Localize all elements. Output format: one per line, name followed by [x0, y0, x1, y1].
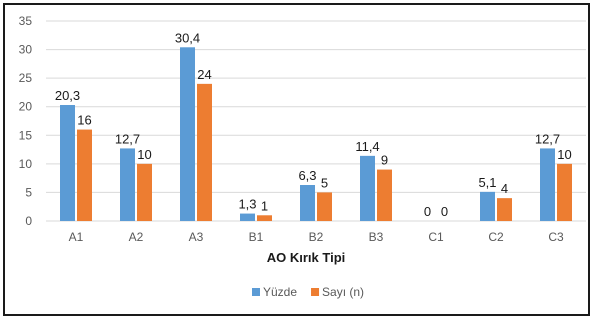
x-tick-label: A2 — [129, 230, 144, 244]
bar-sayi — [197, 83, 212, 221]
y-tick-label: 20 — [19, 100, 33, 114]
bar-sayi — [317, 192, 332, 221]
bar-sayi — [557, 163, 572, 221]
data-label: 1 — [261, 198, 268, 213]
data-label: 9 — [381, 153, 388, 168]
x-tick-label: A3 — [189, 230, 204, 244]
y-tick-label: 0 — [25, 214, 32, 228]
data-label: 24 — [197, 67, 211, 82]
x-tick-label: B3 — [369, 230, 384, 244]
y-tick-label: 30 — [19, 43, 33, 57]
data-label: 0 — [441, 204, 448, 219]
x-axis-title: AO Kırık Tipi — [267, 250, 346, 265]
data-label: 11,4 — [355, 139, 379, 154]
data-label: 12,7 — [535, 131, 560, 146]
y-tick-label: 5 — [25, 185, 32, 199]
bar-sayi — [77, 129, 92, 221]
bar-yuzde — [60, 105, 75, 221]
legend-swatch — [252, 288, 260, 296]
data-label: 30,4 — [175, 30, 200, 45]
data-label: 5,1 — [478, 175, 496, 190]
y-tick-label: 15 — [19, 128, 33, 142]
y-tick-label: 10 — [19, 157, 33, 171]
x-tick-label: B2 — [309, 230, 324, 244]
bar-yuzde — [540, 148, 555, 221]
data-label: 10 — [557, 147, 571, 162]
bar-sayi — [257, 215, 272, 221]
data-label: 6,3 — [298, 168, 316, 183]
bar-sayi — [137, 163, 152, 221]
legend-label: Sayı (n) — [322, 285, 364, 299]
bar-yuzde — [180, 47, 195, 222]
data-label: 10 — [137, 147, 151, 162]
data-label: 0 — [424, 204, 431, 219]
x-tick-label: C3 — [548, 230, 564, 244]
bar-yuzde — [360, 155, 375, 221]
bar-sayi — [377, 169, 392, 221]
data-label: 4 — [501, 181, 508, 196]
bar-yuzde — [480, 191, 495, 221]
bar-yuzde — [300, 185, 315, 221]
x-tick-label: B1 — [249, 230, 264, 244]
bar-yuzde — [120, 148, 135, 221]
data-label: 20,3 — [55, 88, 80, 103]
bar-yuzde — [240, 213, 255, 221]
x-tick-label: C2 — [488, 230, 504, 244]
chart-frame — [3, 3, 590, 316]
data-label: 5 — [321, 175, 328, 190]
bar-sayi — [497, 198, 512, 221]
x-tick-label: A1 — [69, 230, 84, 244]
legend-label: Yüzde — [263, 285, 297, 299]
x-tick-label: C1 — [428, 230, 444, 244]
data-label: 12,7 — [115, 131, 140, 146]
data-label: 1,3 — [238, 197, 256, 212]
data-label: 16 — [77, 113, 91, 128]
y-tick-label: 25 — [19, 71, 33, 85]
legend-swatch — [311, 288, 320, 296]
y-tick-label: 35 — [19, 14, 33, 28]
